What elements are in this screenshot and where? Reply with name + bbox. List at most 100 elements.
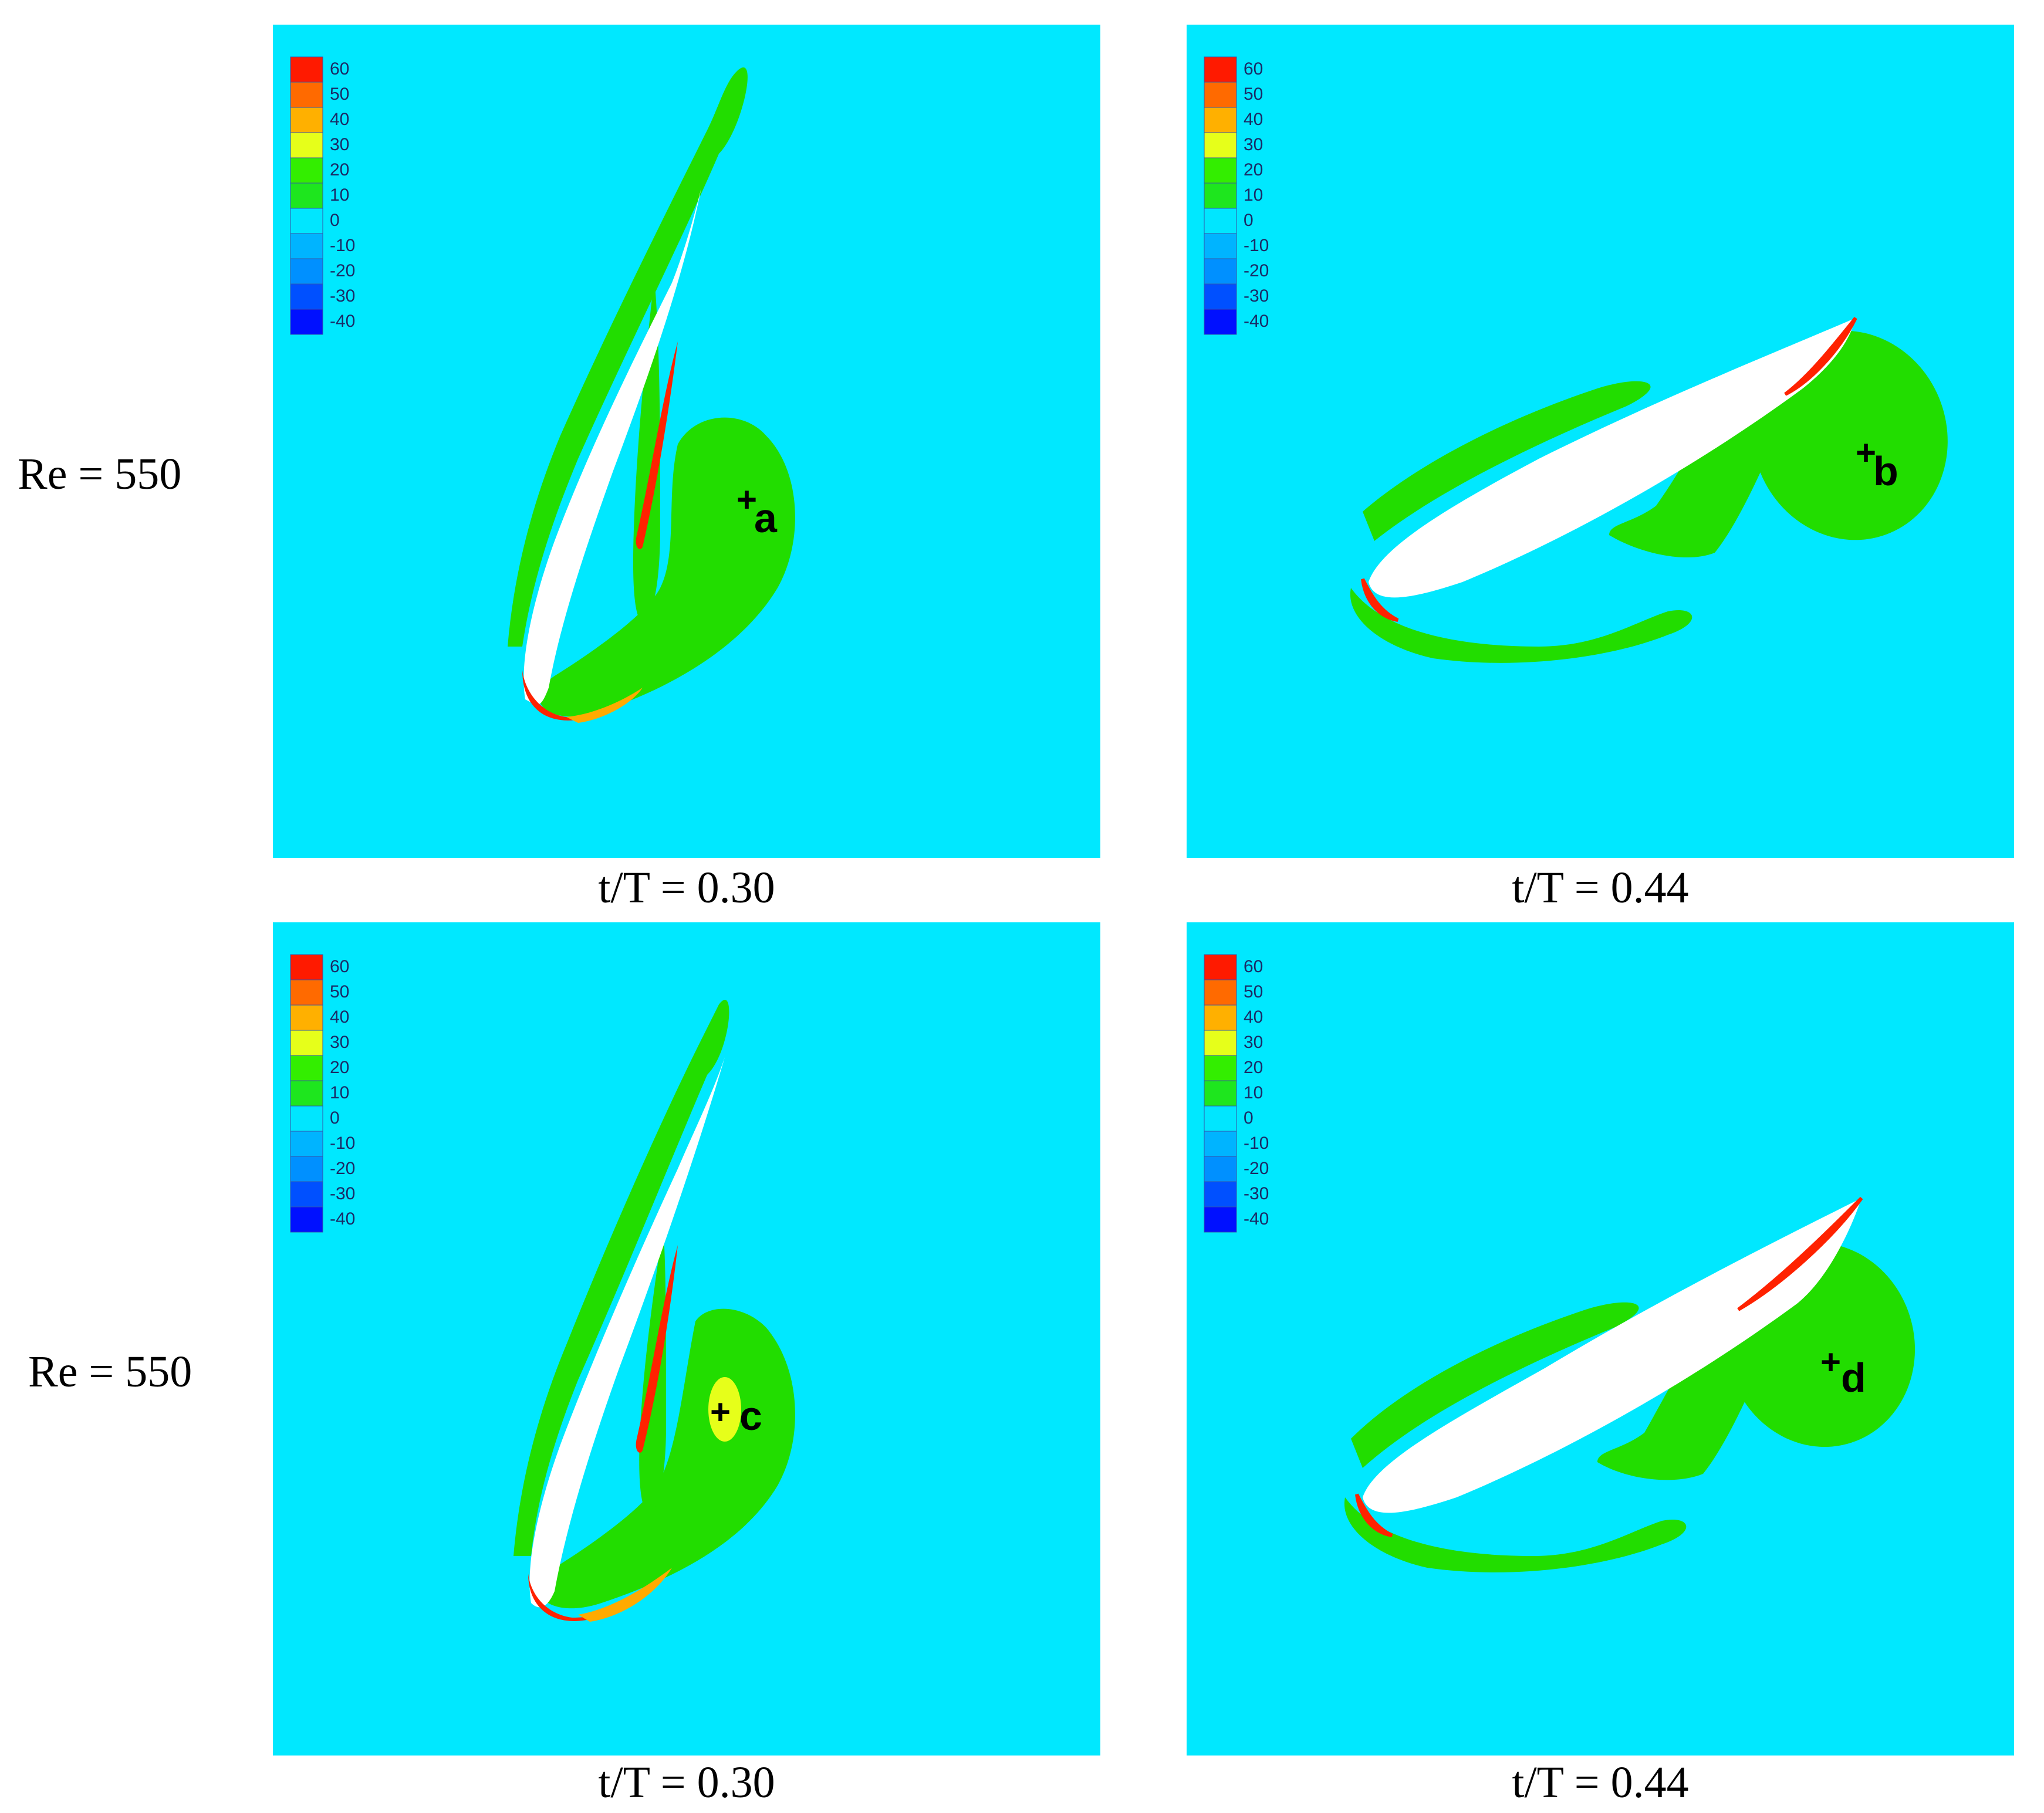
caption-b: t/T = 0.44 bbox=[1512, 863, 1689, 912]
legend-label: 0 bbox=[330, 211, 340, 230]
caption-d: t/T = 0.44 bbox=[1512, 1758, 1689, 1807]
legend-label: 10 bbox=[1244, 185, 1263, 205]
legend-label: 30 bbox=[330, 1033, 349, 1052]
legend-label: -20 bbox=[1244, 261, 1269, 280]
legend-label: 40 bbox=[330, 1007, 349, 1027]
legend-swatch bbox=[290, 283, 323, 310]
legend-label: -40 bbox=[330, 312, 355, 331]
legend-label: -20 bbox=[1244, 1159, 1269, 1178]
legend-label: 50 bbox=[1244, 84, 1263, 104]
legend-swatch bbox=[290, 56, 323, 83]
legend-swatch bbox=[1204, 258, 1237, 285]
legend-label: -20 bbox=[330, 261, 355, 280]
panel-d: 60 50 40 30 20 10 0 -10 -20 -30 -40 + d bbox=[1187, 922, 2014, 1756]
marker-plus: + bbox=[736, 480, 757, 519]
legend-label: 30 bbox=[1244, 1033, 1263, 1052]
legend-swatch bbox=[290, 157, 323, 184]
airfoil bbox=[1363, 1198, 1861, 1513]
legend-label: 10 bbox=[330, 1083, 349, 1102]
boundary-layer bbox=[1351, 1302, 1639, 1468]
legend-swatch bbox=[1204, 1080, 1237, 1107]
legend-label: 50 bbox=[330, 84, 349, 104]
shear-red bbox=[1737, 1196, 1863, 1311]
airfoil bbox=[529, 1057, 725, 1608]
legend-swatch bbox=[1204, 82, 1237, 108]
legend: 60 50 40 30 20 10 0 -10 -20 -30 -40 bbox=[290, 56, 355, 335]
legend-swatch bbox=[1204, 56, 1237, 83]
legend-swatch bbox=[1204, 132, 1237, 158]
legend-label: 30 bbox=[330, 135, 349, 154]
legend-swatch bbox=[1204, 1206, 1237, 1233]
shear-red bbox=[636, 341, 678, 549]
legend-swatch bbox=[1204, 309, 1237, 335]
legend-label: 20 bbox=[1244, 160, 1263, 180]
legend-label: -10 bbox=[1244, 236, 1269, 255]
legend-label: 60 bbox=[330, 957, 349, 976]
legend-swatch bbox=[290, 233, 323, 259]
legend-swatch bbox=[290, 258, 323, 285]
legend-label: 50 bbox=[330, 982, 349, 1002]
row-label-bottom: Re = 550 bbox=[28, 1347, 192, 1396]
airfoil bbox=[523, 188, 701, 705]
legend-swatch bbox=[290, 107, 323, 133]
legend-swatch bbox=[1204, 157, 1237, 184]
legend-label: -30 bbox=[330, 1184, 355, 1203]
panel-c: 60 50 40 30 20 10 0 -10 -20 -30 -40 + c bbox=[273, 922, 1100, 1756]
shear-leading bbox=[1355, 1493, 1393, 1537]
legend-swatch bbox=[1204, 1105, 1237, 1132]
shear-leading-glow bbox=[566, 688, 643, 723]
marker-plus: + bbox=[1820, 1342, 1841, 1382]
legend-label: 0 bbox=[1244, 1108, 1254, 1128]
legend-swatch bbox=[290, 82, 323, 108]
legend-label: 20 bbox=[330, 1058, 349, 1077]
legend-swatch bbox=[290, 1206, 323, 1233]
legend-swatch bbox=[1204, 1004, 1237, 1031]
legend: 60 50 40 30 20 10 0 -10 -20 -30 -40 bbox=[290, 954, 355, 1233]
legend-label: 50 bbox=[1244, 982, 1263, 1002]
lower-layer bbox=[1350, 588, 1692, 663]
legend-swatch bbox=[290, 1181, 323, 1207]
legend-label: -40 bbox=[330, 1209, 355, 1229]
legend-swatch bbox=[290, 1004, 323, 1031]
legend-swatch bbox=[290, 309, 323, 335]
legend-swatch bbox=[1204, 1156, 1237, 1182]
marker-label: d bbox=[1841, 1355, 1866, 1401]
legend-label: 20 bbox=[330, 160, 349, 180]
marker-label: b bbox=[1873, 448, 1898, 494]
marker-plus: + bbox=[710, 1392, 731, 1432]
legend-swatch bbox=[290, 1131, 323, 1157]
legend-label: 60 bbox=[1244, 59, 1263, 79]
legend-label: -10 bbox=[330, 1134, 355, 1153]
legend-swatch bbox=[1204, 954, 1237, 980]
legend-swatch bbox=[290, 979, 323, 1006]
legend-swatch bbox=[290, 1156, 323, 1182]
lower-layer bbox=[1344, 1497, 1687, 1572]
legend-label: 20 bbox=[1244, 1058, 1263, 1077]
legend-swatch bbox=[1204, 208, 1237, 234]
legend-label: -10 bbox=[330, 236, 355, 255]
shear-leading bbox=[1361, 578, 1399, 622]
caption-c: t/T = 0.30 bbox=[598, 1758, 775, 1807]
panel-a: 60 50 40 30 20 10 0 -10 -20 -30 -40 + a bbox=[273, 25, 1100, 858]
legend-label: -30 bbox=[1244, 286, 1269, 306]
legend-swatch bbox=[290, 1030, 323, 1056]
legend-label: 0 bbox=[1244, 211, 1254, 230]
marker-label: c bbox=[739, 1393, 762, 1439]
legend-label: -30 bbox=[1244, 1184, 1269, 1203]
legend-swatch bbox=[290, 1055, 323, 1081]
airfoil bbox=[1369, 318, 1856, 598]
marker-label: a bbox=[754, 495, 778, 541]
legend-label: 10 bbox=[330, 185, 349, 205]
row-label-top: Re = 550 bbox=[18, 449, 182, 499]
legend-label: -10 bbox=[1244, 1134, 1269, 1153]
legend-swatch bbox=[1204, 107, 1237, 133]
legend-swatch bbox=[290, 208, 323, 234]
boundary-layer bbox=[513, 999, 729, 1556]
vortex-core bbox=[708, 1377, 741, 1442]
shear-red bbox=[1784, 317, 1857, 396]
vortex-region bbox=[539, 417, 795, 717]
legend-label: 0 bbox=[330, 1108, 340, 1128]
legend-swatch bbox=[1204, 1055, 1237, 1081]
legend: 60 50 40 30 20 10 0 -10 -20 -30 -40 bbox=[1204, 954, 1269, 1233]
legend-swatch bbox=[290, 954, 323, 980]
